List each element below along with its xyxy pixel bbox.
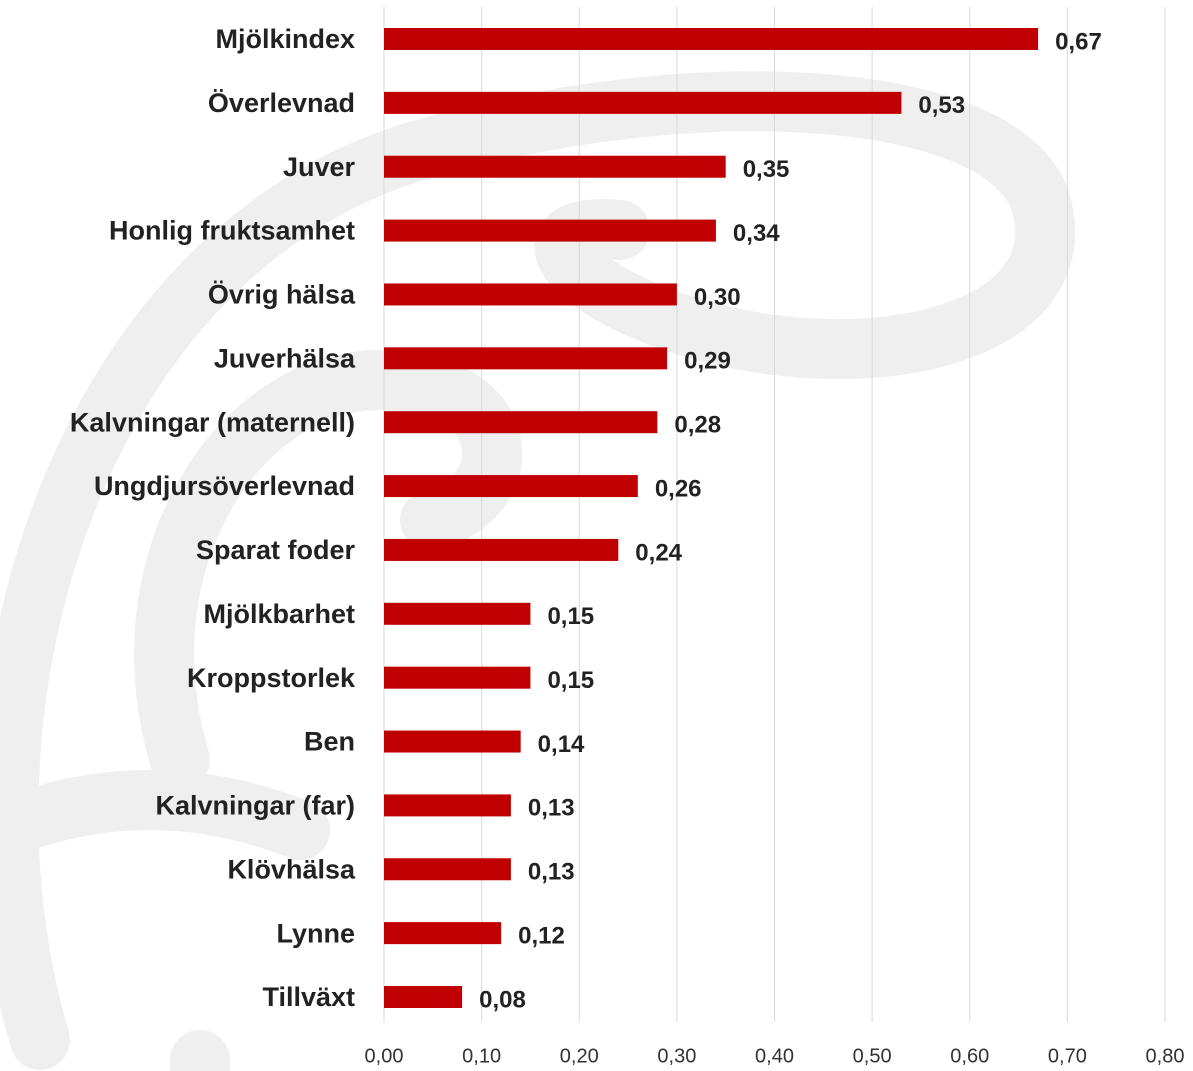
category-label: Kalvningar (maternell) (70, 407, 355, 437)
chart: 0,00 0,10 0,20 0,30 0,40 0,50 0,60 0,70 0,80 Mjöl… (0, 0, 1193, 1071)
bar (384, 922, 501, 944)
x-tick-label: 0,70 (1048, 1045, 1087, 1067)
value-label: 0,35 (743, 156, 790, 183)
value-label: 0,53 (918, 92, 965, 119)
category-label: Mjölkbarhet (203, 599, 355, 629)
value-label: 0,30 (694, 284, 741, 311)
category-label: Klövhälsa (227, 854, 356, 884)
x-tick-label: 0,00 (365, 1045, 404, 1067)
x-tick-label: 0,50 (853, 1045, 892, 1067)
bar (384, 347, 667, 369)
x-tick-label: 0,40 (755, 1045, 794, 1067)
category-label: Kalvningar (far) (155, 791, 355, 821)
category-label: Juverhälsa (214, 343, 356, 373)
value-label: 0,26 (655, 475, 702, 502)
category-label: Kroppstorlek (187, 663, 356, 693)
bar (384, 411, 657, 433)
category-label: Lynne (276, 918, 355, 948)
value-label: 0,13 (528, 795, 575, 822)
bar (384, 539, 618, 561)
category-label: Honlig fruktsamhet (109, 216, 355, 246)
x-tick-label: 0,80 (1146, 1045, 1185, 1067)
value-label: 0,08 (479, 986, 526, 1013)
category-label: Tillväxt (262, 982, 355, 1012)
value-label: 0,15 (547, 667, 594, 694)
category-label: Ungdjursöverlevnad (94, 471, 355, 501)
value-label: 0,24 (635, 539, 682, 566)
value-label: 0,29 (684, 348, 731, 375)
bar (384, 475, 638, 497)
bar (384, 92, 901, 114)
category-label: Juver (283, 152, 356, 182)
category-label: Mjölkindex (215, 24, 355, 54)
category-label: Sparat foder (196, 535, 356, 565)
category-label: Överlevnad (208, 88, 355, 118)
x-tick-label: 0,20 (560, 1045, 599, 1067)
bar (384, 28, 1038, 50)
value-label: 0,34 (733, 220, 780, 247)
bar (384, 858, 511, 880)
x-tick-label: 0,60 (950, 1045, 989, 1067)
category-label: Ben (304, 727, 355, 757)
bar (384, 986, 462, 1008)
bar (384, 731, 521, 753)
x-tick-label: 0,10 (462, 1045, 501, 1067)
bar (384, 283, 677, 305)
value-label: 0,14 (538, 731, 585, 758)
value-label: 0,67 (1055, 28, 1102, 55)
category-label: Övrig hälsa (208, 280, 356, 310)
value-label: 0,28 (674, 412, 721, 439)
page: 0,00 0,10 0,20 0,30 0,40 0,50 0,60 0,70 0,80 Mjöl… (0, 0, 1193, 1071)
bar (384, 156, 726, 178)
value-label: 0,13 (528, 859, 575, 886)
x-tick-label: 0,30 (657, 1045, 696, 1067)
bar (384, 220, 716, 242)
bar (384, 794, 511, 816)
value-label: 0,12 (518, 922, 565, 949)
bar (384, 603, 530, 625)
bar (384, 667, 530, 689)
value-label: 0,15 (547, 603, 594, 630)
